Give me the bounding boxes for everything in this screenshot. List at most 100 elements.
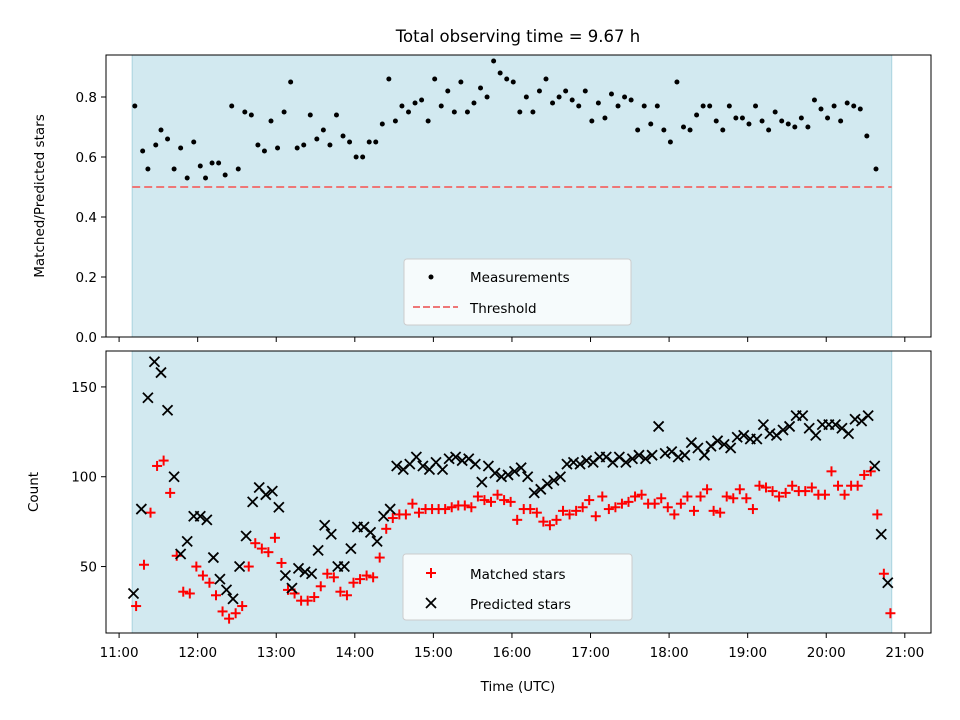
predicted-star-point bbox=[142, 392, 154, 404]
predicted-star-point bbox=[548, 474, 560, 486]
matched-star-point bbox=[747, 504, 758, 515]
measurement-point bbox=[589, 118, 595, 124]
matched-star-point bbox=[741, 493, 752, 504]
bottom-y-tick-label: 100 bbox=[71, 470, 97, 486]
measurement-point bbox=[314, 136, 320, 142]
matched-star-point bbox=[774, 491, 785, 502]
bottom-x-tick-label: 18:00 bbox=[650, 645, 689, 661]
measurement-point bbox=[844, 100, 850, 106]
matched-star-point bbox=[381, 523, 392, 534]
legend-measurements-label: Measurements bbox=[470, 270, 570, 286]
measurement-point bbox=[608, 91, 614, 97]
measurement-point bbox=[543, 76, 549, 82]
top-y-tick-label: 0.8 bbox=[76, 90, 97, 106]
matched-star-point bbox=[407, 498, 418, 509]
matched-star-point bbox=[708, 505, 719, 516]
matched-star-point bbox=[466, 502, 477, 513]
measurement-point bbox=[235, 166, 241, 172]
measurement-point bbox=[792, 124, 798, 130]
measurement-point bbox=[281, 109, 287, 115]
predicted-star-point bbox=[679, 449, 691, 461]
matched-star-point bbox=[165, 487, 176, 498]
predicted-star-point bbox=[292, 562, 305, 574]
predicted-star-point bbox=[751, 433, 763, 445]
measurement-point bbox=[451, 109, 457, 115]
matched-star-point bbox=[806, 482, 817, 493]
matched-star-point bbox=[715, 507, 726, 518]
bottom-axes-frame bbox=[105, 350, 932, 634]
measurement-point bbox=[582, 88, 588, 94]
predicted-star-point bbox=[541, 478, 553, 490]
matched-star-point bbox=[571, 505, 582, 516]
measurement-point bbox=[805, 124, 811, 130]
measurement-point bbox=[517, 109, 523, 115]
measurement-point bbox=[857, 106, 863, 112]
measurement-point bbox=[386, 76, 392, 82]
matched-star-point bbox=[852, 480, 863, 491]
predicted-star-point bbox=[443, 453, 455, 465]
predicted-star-point bbox=[554, 471, 567, 483]
measurement-point bbox=[550, 100, 556, 106]
matched-star-point bbox=[243, 561, 254, 572]
predicted-star-point bbox=[266, 485, 278, 497]
matched-star-point bbox=[754, 480, 765, 491]
matched-star-point bbox=[178, 586, 189, 597]
measurement-point bbox=[438, 103, 444, 109]
measurement-point bbox=[713, 118, 719, 124]
measurement-point bbox=[622, 94, 628, 100]
predicted-star-point bbox=[718, 438, 730, 451]
measurement-point bbox=[491, 58, 497, 64]
predicted-star-point bbox=[207, 551, 220, 564]
measurement-point bbox=[307, 112, 313, 118]
bottom-legend: Matched stars Predicted stars bbox=[402, 553, 633, 621]
measurement-point bbox=[818, 106, 824, 112]
predicted-star-point bbox=[312, 544, 324, 557]
measurement-point bbox=[425, 118, 431, 124]
top-y-axis: 0.0 0.2 0.4 0.6 0.8 bbox=[76, 90, 106, 346]
predicted-star-point bbox=[731, 431, 743, 443]
measurement-point bbox=[602, 115, 608, 121]
predicted-star-point bbox=[528, 487, 540, 499]
predicted-star-point bbox=[652, 420, 665, 433]
matched-star-point bbox=[224, 613, 235, 624]
legend-measurements-marker bbox=[428, 274, 434, 280]
matched-star-point bbox=[669, 509, 680, 520]
bottom-x-tick-label: 14:00 bbox=[335, 645, 374, 661]
matched-star-point bbox=[734, 484, 745, 495]
measurement-point bbox=[753, 103, 759, 109]
matched-star-point bbox=[237, 601, 248, 612]
measurement-point bbox=[327, 142, 333, 148]
measurement-point bbox=[569, 97, 575, 103]
bottom-y-axis-label: Count bbox=[26, 472, 42, 512]
predicted-star-point bbox=[646, 449, 658, 461]
matched-star-point bbox=[486, 496, 496, 507]
legend-matched-label: Matched stars bbox=[470, 567, 566, 583]
bottom-y-tick-label: 50 bbox=[80, 560, 97, 576]
top-axes-frame bbox=[105, 54, 932, 338]
measurement-point bbox=[392, 118, 398, 124]
predicted-star-point bbox=[508, 465, 521, 477]
matched-star-point bbox=[859, 469, 870, 480]
chart-title: Total observing time = 9.67 h bbox=[395, 27, 640, 46]
matched-star-point bbox=[361, 570, 372, 581]
matched-star-point bbox=[728, 493, 739, 504]
matched-star-point bbox=[564, 509, 575, 520]
matched-star-point bbox=[577, 502, 588, 513]
predicted-star-point bbox=[797, 410, 809, 422]
matched-star-point bbox=[610, 502, 621, 513]
measurement-point bbox=[687, 127, 693, 133]
matched-star-point bbox=[152, 460, 163, 471]
predicted-star-point bbox=[371, 535, 383, 548]
measurement-point bbox=[851, 103, 857, 109]
measurement-point bbox=[766, 127, 772, 133]
predicted-star-point bbox=[391, 460, 403, 472]
predicted-star-point bbox=[305, 568, 318, 580]
measurement-point bbox=[873, 166, 879, 172]
measurement-point bbox=[739, 115, 745, 121]
measurement-point bbox=[556, 94, 562, 100]
matched-star-point bbox=[558, 505, 569, 516]
measurement-point bbox=[229, 103, 235, 109]
measurement-point bbox=[772, 109, 778, 115]
predicted-star-point bbox=[417, 460, 429, 472]
predicted-star-point bbox=[502, 469, 514, 481]
